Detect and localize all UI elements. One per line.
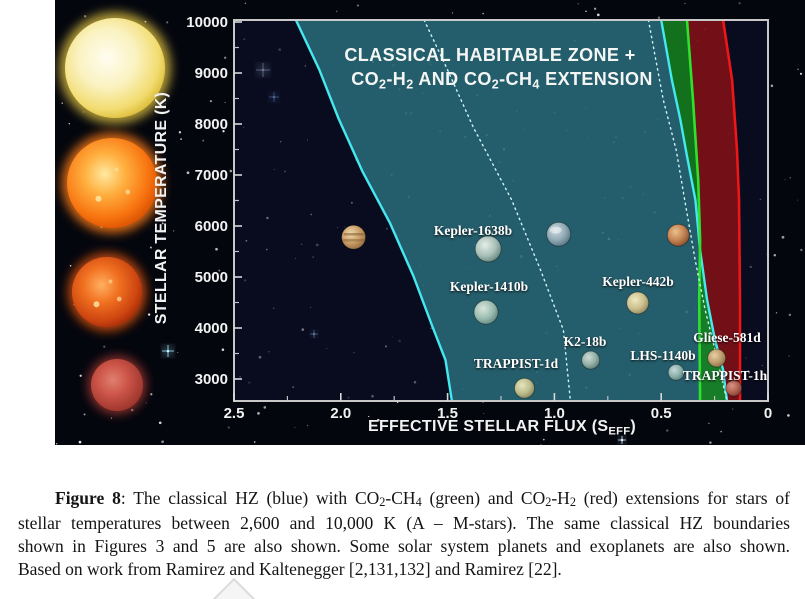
planet-gliese-581d (707, 348, 727, 368)
earth-clouds (549, 226, 562, 234)
k-type-star-icon (67, 252, 147, 332)
axis-ticks: 10000 9000 8000 7000 6000 5000 4000 3000 2.5 2.0 1… (186, 14, 772, 422)
x-axis-label: EFFECTIVE STELLAR FLUX (SEFF) (368, 418, 636, 438)
planet-label-gliese-581d: Gliese-581d (693, 330, 761, 345)
bright-star-icon (162, 345, 174, 357)
x-tick-label: 1.0 (544, 405, 565, 422)
star-type-column (59, 12, 171, 415)
bright-star-icon (618, 436, 626, 444)
x-tick-label: 2.5 (224, 405, 245, 422)
planet-trappist-1d (514, 377, 535, 399)
y-tick-label: 6000 (195, 218, 228, 235)
caption-line-2: stellar temperatures between 2,600 and 1… (18, 513, 790, 533)
planet-k2-18b (581, 350, 601, 370)
planet-label-kepler-442b: Kepler-442b (602, 274, 674, 289)
figure-8-image: Kepler-1638b Kepler-1410b Kepler-442b K2-18… (55, 0, 805, 445)
x-tick-label: 1.5 (437, 405, 458, 422)
planet-mars (666, 223, 690, 247)
y-tick-label: 7000 (195, 167, 228, 184)
planet-label-lhs-1140b: LHS-1140b (630, 348, 695, 363)
chart-title-line1: CLASSICAL HABITABLE ZONE + (344, 45, 635, 65)
y-tick-label: 5000 (195, 269, 228, 286)
planet-label-trappist-1h: TRAPPIST-1h (683, 368, 768, 383)
y-tick-label: 10000 (186, 14, 228, 31)
planet-earth (546, 221, 572, 247)
planet-venus-like-solar-system-planet (341, 224, 367, 250)
y-axis-label: STELLAR TEMPERATURE (K) (153, 92, 170, 324)
y-tick-label: 9000 (195, 65, 228, 82)
classical-hz-dashed-outer-line (647, 20, 728, 401)
chart-title-line2: CO2-H2 AND CO2-CH4 EXTENSION (351, 69, 653, 92)
x-tick-label: 0.5 (651, 405, 672, 422)
figure-caption: Figure 8: The classical HZ (blue) with C… (18, 487, 790, 581)
planet-label-kepler-1410b: Kepler-1410b (450, 279, 528, 294)
planet-kepler-1638b (474, 235, 502, 263)
planet-lhs-1140b (667, 363, 685, 381)
ch4-extension-line (685, 20, 702, 401)
y-tick-label: 4000 (195, 320, 228, 337)
m-type-star-icon (87, 355, 147, 415)
classical-hz-region (295, 20, 727, 401)
caption-line-1: Figure 8: The classical HZ (blue) with C… (55, 488, 790, 510)
h2-extension-line (721, 20, 742, 401)
a-type-star-icon (59, 12, 171, 124)
y-tick-label: 3000 (195, 371, 228, 388)
planet-label-k2-18b: K2-18b (564, 334, 607, 349)
caption-line-3: shown in Figures 3 and 5 are also shown.… (18, 536, 790, 556)
planet-trappist-1h (725, 379, 743, 397)
planet-kepler-442b (626, 291, 650, 315)
planet-kepler-1410b (473, 299, 499, 325)
habitable-zone-chart: Kepler-1638b Kepler-1410b Kepler-442b K2-18… (55, 0, 805, 445)
planet-label-kepler-1638b: Kepler-1638b (434, 223, 512, 238)
planet-label-trappist-1d: TRAPPIST-1d (474, 356, 559, 371)
x-tick-label: 0 (764, 405, 772, 422)
hz-inner-edge-line (294, 20, 454, 401)
planets-layer: Kepler-1638b Kepler-1410b Kepler-442b K2-18… (341, 221, 768, 399)
co2-h2-extension-region (687, 20, 740, 401)
caption-line-4: Based on work from Ramirez and Kaltenegg… (18, 559, 562, 579)
g-type-star-icon (61, 132, 163, 234)
y-tick-label: 8000 (195, 116, 228, 133)
classical-hz-dashed-inner-line (423, 20, 572, 401)
x-tick-label: 2.0 (330, 405, 351, 422)
hz-regions (294, 20, 742, 401)
